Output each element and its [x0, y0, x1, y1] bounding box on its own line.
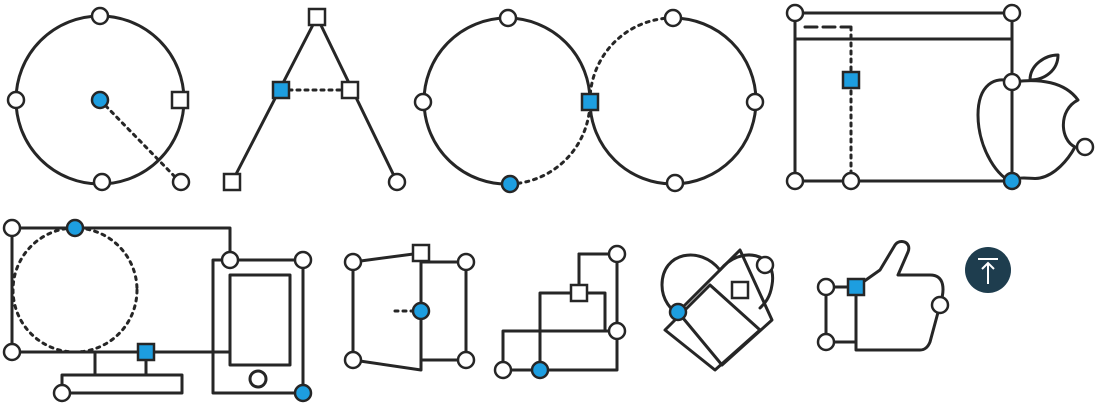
window-apple-icon: [785, 3, 1095, 191]
book-icon: [343, 243, 476, 372]
blocks-icon: [493, 244, 627, 380]
infinity-icon: [413, 8, 765, 194]
scroll-top-button[interactable]: [965, 247, 1011, 293]
letter-a-icon: [222, 7, 407, 192]
circle-icon: [6, 6, 191, 192]
heart-icon: [660, 248, 775, 372]
devices-icon: [2, 218, 313, 403]
thumb-icon: [816, 240, 950, 352]
